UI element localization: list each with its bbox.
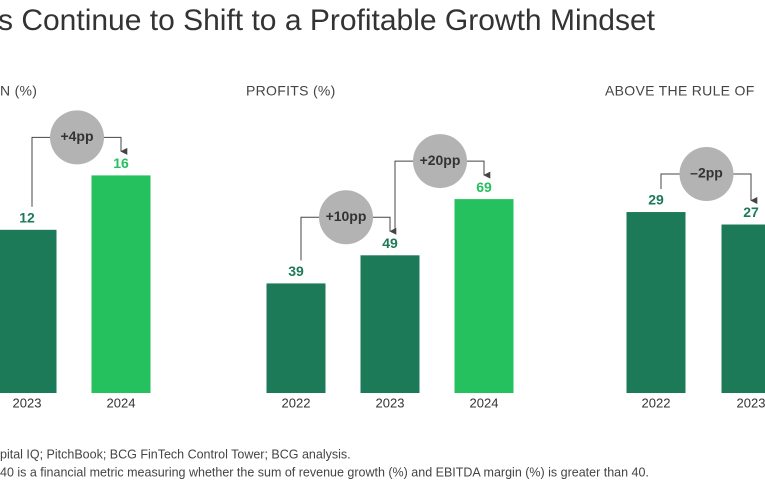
x-tick-label: 2023 [737,395,765,410]
bubble [679,147,734,202]
panel-title: N (%) [0,83,37,99]
x-tick-label: 2023 [376,395,405,410]
annotation: +20pp [420,152,461,168]
x-tick-label: 2024 [470,395,499,410]
value-label: 39 [288,263,304,279]
annotation: –2pp [690,165,723,181]
value-label: 12 [19,210,35,226]
bubble [413,134,467,189]
footnote: pital IQ; PitchBook; BCG FinTech Control… [0,447,351,461]
x-tick-label: 2024 [107,395,136,410]
bar [0,229,57,393]
panel-title: PROFITS (%) [246,83,336,99]
value-label: 27 [743,204,759,220]
value-label: 16 [113,155,129,171]
bar [91,175,151,393]
bubble [50,110,104,165]
value-label: 69 [476,179,492,195]
annotation: +10pp [326,208,367,224]
x-tick-label: 2022 [642,395,671,410]
value-label: 29 [648,192,664,208]
bar [626,212,686,393]
value-label: 49 [382,235,398,251]
annotation: +4pp [60,128,93,144]
x-tick-label: 2022 [282,395,311,410]
bar [266,283,326,393]
bubble [319,190,373,245]
x-tick-label: 2023 [13,395,42,410]
panel-title: ABOVE THE RULE OF [605,83,755,99]
footnote: 40 is a financial metric measuring wheth… [0,465,649,479]
page-title: s Continue to Shift to a Profitable Grow… [0,4,656,37]
bar [721,224,765,393]
bar [454,199,514,393]
bar [360,255,420,393]
